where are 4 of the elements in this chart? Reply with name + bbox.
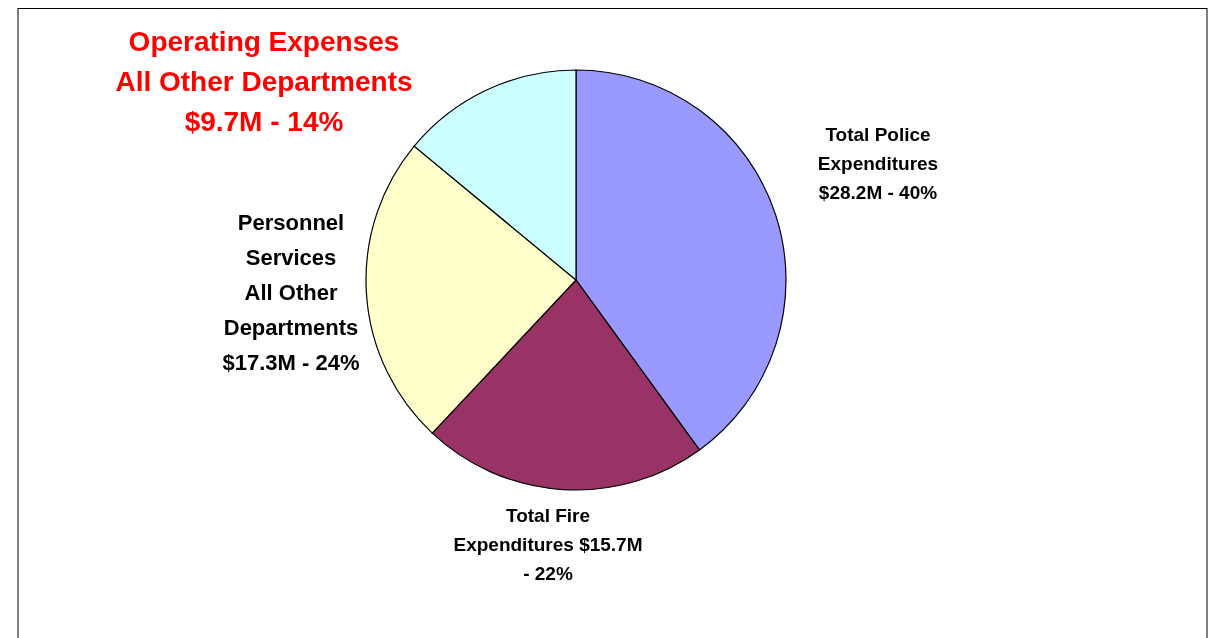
slice-label: Operating Expenses All Other Departments $9.7M - 14% (115, 26, 413, 137)
slice-label: Total Fire Expenditures $15.7M - 22% (453, 505, 643, 584)
slice-label: Total Police Expenditures $28.2M - 40% (817, 124, 939, 203)
slice-label: Personnel Services All Other Departments $17.3M - 24% (222, 210, 360, 375)
